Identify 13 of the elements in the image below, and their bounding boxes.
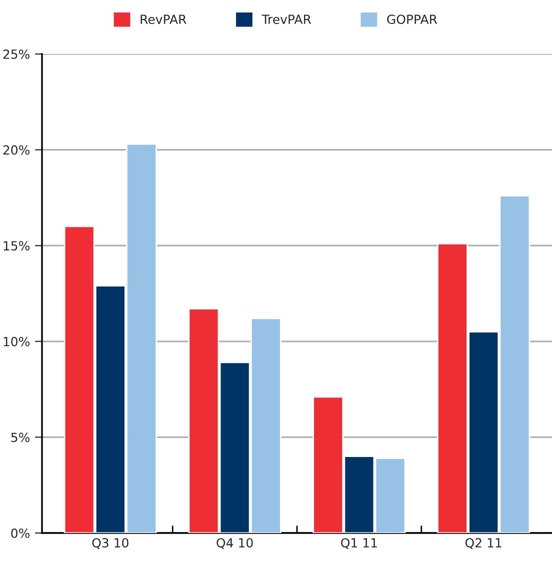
- x-tick-label: Q3 10: [92, 538, 128, 549]
- y-tick-label: 25%: [3, 49, 30, 59]
- y-tick-label: 15%: [4, 241, 30, 251]
- y-tick-label: 10%: [4, 336, 30, 346]
- legend-label: RevPAR: [140, 14, 186, 24]
- legend-label: TrevPAR: [262, 14, 312, 24]
- y-tick-label: 20%: [3, 145, 30, 155]
- x-tick-label: Q4 10: [216, 538, 253, 549]
- y-tick-label: 5%: [11, 432, 30, 442]
- y-tick-label: 0%: [11, 528, 30, 538]
- legend-label: GOPPAR: [387, 14, 438, 24]
- x-tick-label: Q1 11: [341, 538, 377, 549]
- x-tick-label: Q2 11: [465, 538, 502, 549]
